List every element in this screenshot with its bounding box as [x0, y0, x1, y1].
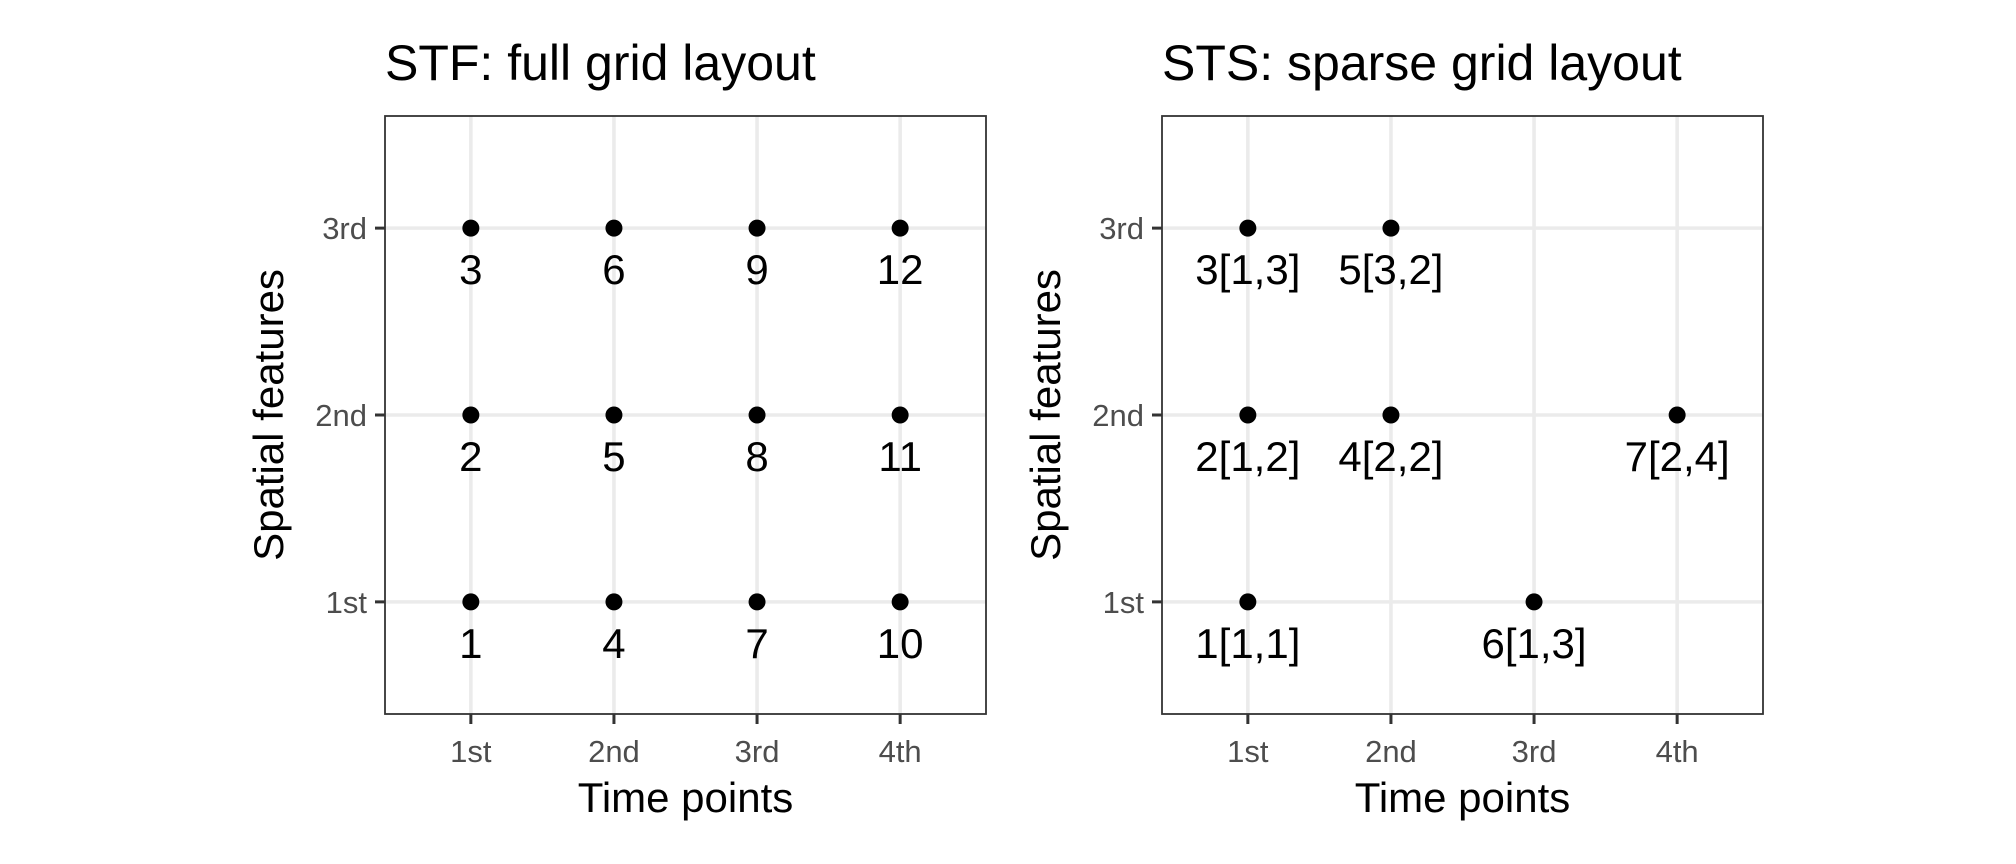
data-label: 1[1,1]: [1195, 620, 1300, 667]
data-point: [1668, 406, 1686, 424]
chart-title: STS: sparse grid layout: [1162, 35, 1682, 91]
panel-sts: STS: sparse grid layout 1[1,1] 2[1,2] 3[1,…: [1022, 35, 1764, 821]
data-point: [891, 593, 909, 611]
data-label: 3[1,3]: [1195, 246, 1300, 293]
chart-title: STF: full grid layout: [385, 35, 816, 91]
data-point: [748, 219, 766, 237]
data-label: 3: [459, 246, 482, 293]
data-point: [748, 406, 766, 424]
data-point: [1239, 406, 1257, 424]
data-point: [462, 406, 480, 424]
y-tick-label: 1st: [326, 585, 368, 620]
data-point: [1382, 406, 1400, 424]
data-label: 5[3,2]: [1338, 246, 1443, 293]
data-label: 7: [745, 620, 768, 667]
data-label: 12: [877, 246, 924, 293]
data-label: 2: [459, 433, 482, 480]
data-label: 2[1,2]: [1195, 433, 1300, 480]
x-tick-label: 3rd: [1512, 734, 1557, 769]
x-axis-title: Time points: [1355, 774, 1571, 821]
data-point: [1239, 219, 1257, 237]
data-label: 4[2,2]: [1338, 433, 1443, 480]
x-tick-label: 4th: [879, 734, 922, 769]
y-axis-title: Spatial features: [245, 269, 292, 561]
y-tick-label: 3rd: [1099, 211, 1144, 246]
data-label: 6[1,3]: [1482, 620, 1587, 667]
data-label: 8: [745, 433, 768, 480]
data-label: 1: [459, 620, 482, 667]
y-tick-label: 2nd: [1092, 398, 1144, 433]
data-point: [1382, 219, 1400, 237]
data-point: [748, 593, 766, 611]
axis-ticks: 1st 2nd 3rd 4th 1st 2nd 3rd: [315, 211, 921, 769]
data-label: 7[2,4]: [1625, 433, 1730, 480]
data-point: [891, 219, 909, 237]
x-tick-label: 2nd: [1365, 734, 1417, 769]
y-tick-label: 3rd: [322, 211, 367, 246]
x-tick-label: 1st: [1227, 734, 1269, 769]
data-point: [605, 219, 623, 237]
data-label: 5: [602, 433, 625, 480]
data-point: [1239, 593, 1257, 611]
data-point: [605, 593, 623, 611]
points: 1[1,1] 2[1,2] 3[1,3] 4[2,2] 5[3,2] 6[1,3] 7[2,…: [1195, 219, 1730, 667]
data-label: 4: [602, 620, 625, 667]
data-point: [891, 406, 909, 424]
data-label: 9: [745, 246, 768, 293]
data-point: [1525, 593, 1543, 611]
x-tick-label: 3rd: [735, 734, 780, 769]
data-label: 11: [878, 433, 922, 480]
x-tick-label: 4th: [1656, 734, 1699, 769]
axis-ticks: 1st 2nd 3rd 4th 1st 2nd 3rd: [1092, 211, 1698, 769]
data-label: 10: [877, 620, 924, 667]
y-axis-title: Spatial features: [1022, 269, 1069, 561]
y-tick-label: 1st: [1103, 585, 1145, 620]
data-label: 6: [602, 246, 625, 293]
data-point: [605, 406, 623, 424]
x-tick-label: 1st: [450, 734, 492, 769]
y-tick-label: 2nd: [315, 398, 367, 433]
x-tick-label: 2nd: [588, 734, 640, 769]
data-point: [462, 593, 480, 611]
gridlines: [1162, 116, 1763, 714]
x-axis-title: Time points: [578, 774, 794, 821]
data-point: [462, 219, 480, 237]
